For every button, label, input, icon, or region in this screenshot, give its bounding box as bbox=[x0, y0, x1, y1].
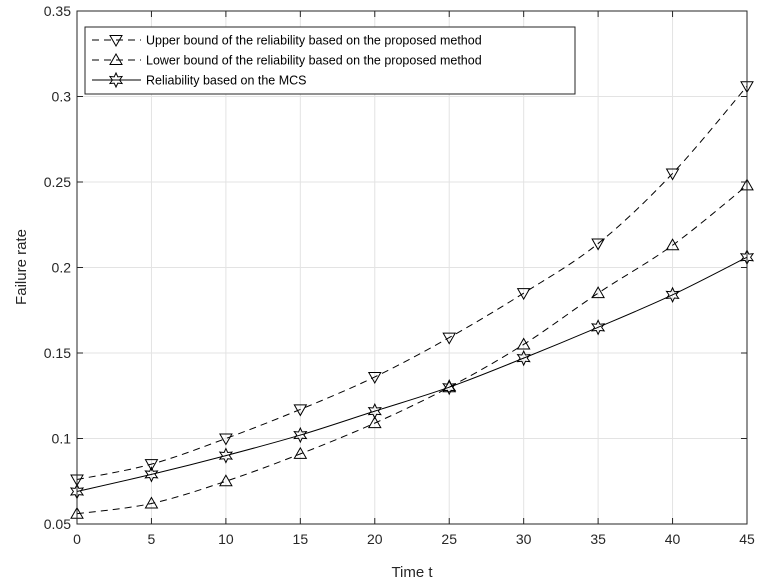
series-2-point bbox=[665, 238, 680, 251]
series-1-point bbox=[591, 238, 605, 251]
legend-label: Reliability based on the MCS bbox=[146, 74, 307, 88]
series-2-point bbox=[516, 337, 531, 350]
series-2-point bbox=[367, 416, 382, 429]
series-1-point bbox=[293, 404, 308, 417]
x-tick-label: 10 bbox=[218, 531, 234, 547]
series-3-point bbox=[218, 447, 233, 464]
series-2-point bbox=[219, 474, 233, 487]
series-3-point bbox=[293, 426, 308, 444]
series-2-point bbox=[293, 446, 308, 459]
series-3-point bbox=[516, 349, 531, 367]
y-tick-label: 0.25 bbox=[44, 174, 71, 190]
y-tick-label: 0.2 bbox=[52, 260, 72, 276]
x-tick-label: 25 bbox=[441, 531, 457, 547]
legend-marker bbox=[109, 52, 123, 65]
series-2-line bbox=[76, 185, 748, 515]
series-3-point bbox=[442, 379, 457, 396]
series-1-point bbox=[367, 371, 382, 384]
legend-item: Lower bound of the reliability based on … bbox=[92, 52, 482, 68]
x-tick-label: 40 bbox=[665, 531, 681, 547]
series-3-point bbox=[665, 286, 680, 304]
legend: Upper bound of the reliability based on … bbox=[84, 26, 576, 95]
x-tick-label: 0 bbox=[73, 531, 81, 547]
series-3-line bbox=[76, 256, 748, 492]
x-tick-label: 5 bbox=[148, 531, 156, 547]
series-1-point bbox=[144, 459, 159, 472]
y-tick-label: 0.15 bbox=[44, 345, 71, 361]
y-tick-label: 0.1 bbox=[52, 431, 72, 447]
legend-box bbox=[84, 26, 576, 95]
x-tick-label: 45 bbox=[739, 531, 755, 547]
series-1-point bbox=[219, 433, 233, 446]
x-tick-label: 15 bbox=[293, 531, 309, 547]
legend-marker bbox=[108, 71, 124, 89]
y-tick-label: 0.35 bbox=[44, 3, 71, 19]
series-2-point bbox=[591, 286, 605, 299]
series-3-point bbox=[367, 402, 382, 420]
grid bbox=[77, 11, 747, 524]
legend-marker bbox=[109, 35, 123, 48]
series-3-point bbox=[144, 466, 159, 483]
x-tick-label: 35 bbox=[590, 531, 606, 547]
series-1-point bbox=[516, 288, 531, 301]
ticks: 0 5 10 15 20 25 30 35 40 45 0.05 0.1 0.15 0.2 0.25 0.3 0… bbox=[44, 3, 755, 547]
legend-label: Upper bound of the reliability based on … bbox=[146, 34, 482, 48]
x-axis-label: Time t bbox=[391, 564, 433, 581]
y-tick-label: 0.05 bbox=[44, 516, 71, 532]
series-1-line bbox=[76, 85, 748, 481]
legend-item: Reliability based on the MCS bbox=[92, 71, 307, 89]
y-axis-label: Failure rate bbox=[13, 229, 30, 305]
legend-label: Lower bound of the reliability based on … bbox=[146, 54, 482, 68]
x-tick-label: 30 bbox=[516, 531, 532, 547]
series-2-point bbox=[144, 496, 159, 509]
y-tick-label: 0.3 bbox=[52, 89, 72, 105]
series-3-point bbox=[591, 319, 606, 336]
x-tick-label: 20 bbox=[367, 531, 383, 547]
series-1-point bbox=[442, 332, 457, 345]
legend-item: Upper bound of the reliability based on … bbox=[92, 34, 482, 48]
series-1-point bbox=[665, 168, 680, 181]
